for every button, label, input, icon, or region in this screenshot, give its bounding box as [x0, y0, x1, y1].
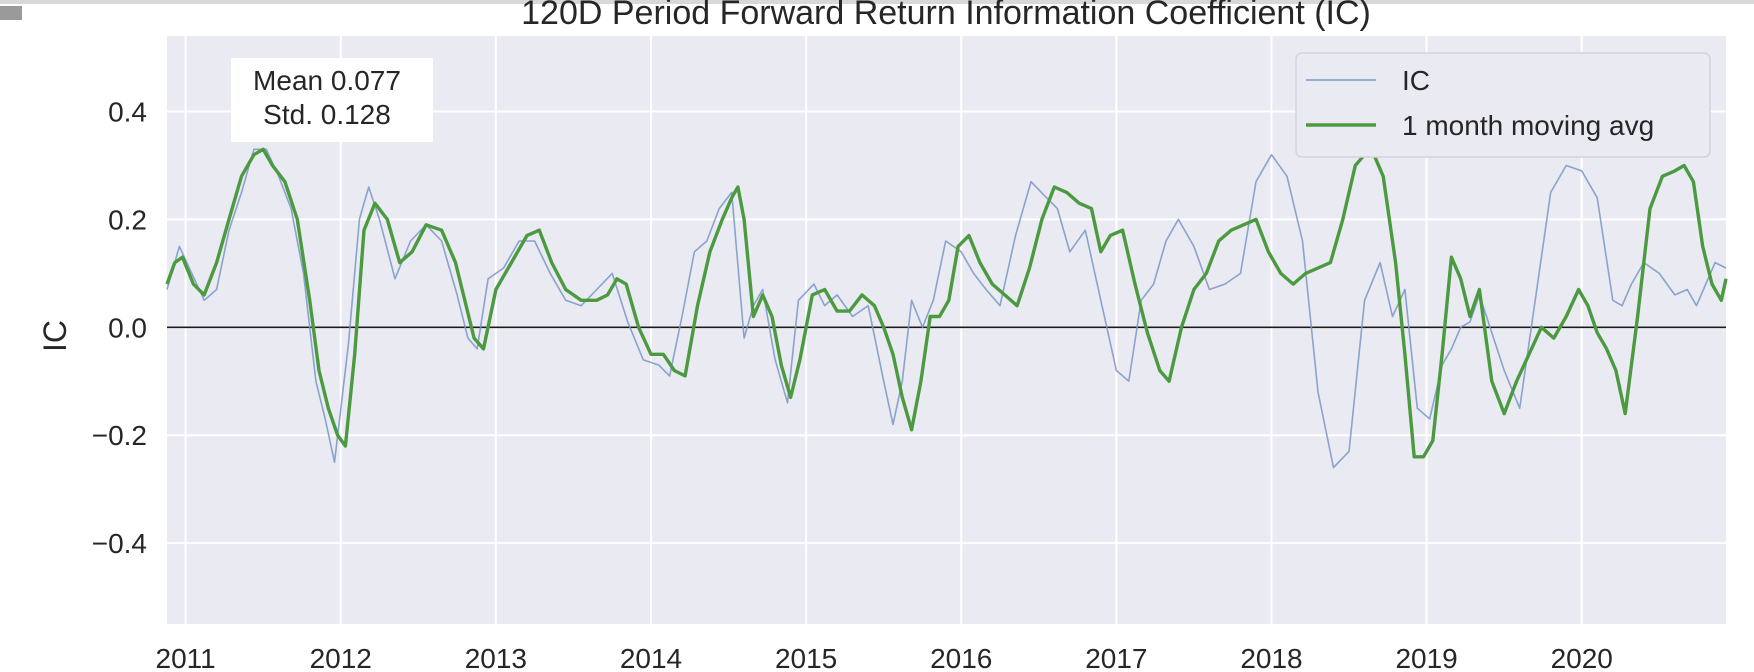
y-tick-label: −0.4: [92, 528, 147, 559]
x-tick-label: 2015: [775, 643, 837, 672]
mean-text: Mean 0.077: [253, 65, 401, 96]
window-corner-notch: [0, 6, 22, 20]
chart-title: 120D Period Forward Return Information C…: [521, 0, 1371, 32]
legend-frame: [1295, 52, 1711, 158]
y-tick-label: 0.0: [108, 312, 147, 343]
x-tick-label: 2017: [1085, 643, 1147, 672]
x-tick-label: 2020: [1551, 643, 1613, 672]
x-tick-label: 2013: [465, 643, 527, 672]
x-tick-label: 2019: [1395, 643, 1457, 672]
stats-box-background: [231, 58, 433, 142]
legend: IC 1 month moving avg: [1295, 52, 1711, 158]
x-tick-label: 2011: [156, 643, 216, 672]
x-tick-label: 2014: [620, 643, 682, 672]
legend-label-moving-avg: 1 month moving avg: [1402, 110, 1654, 141]
series-layer: [165, 147, 1728, 469]
x-tick-label: 2018: [1240, 643, 1302, 672]
x-tick-label: 2012: [310, 643, 372, 672]
y-axis-label: IC: [37, 320, 73, 352]
moving-avg-series-line: [165, 147, 1728, 459]
std-text: Std. 0.128: [263, 99, 391, 130]
x-tick-labels: 2011 2012 2013 2014 2015 2016 2017 2018 2019 2020: [156, 643, 1613, 672]
x-tick-label: 2016: [930, 643, 992, 672]
y-tick-label: 0.4: [108, 97, 147, 128]
stats-annotation: Mean 0.077 Std. 0.128: [231, 58, 433, 142]
window-top-edge: [0, 0, 1754, 4]
y-tick-label: −0.2: [92, 420, 147, 451]
legend-label-ic: IC: [1402, 65, 1430, 96]
ic-series-line: [166, 148, 1727, 469]
y-tick-label: 0.2: [108, 204, 147, 235]
y-tick-labels: −0.4 −0.2 0.0 0.2 0.4: [92, 97, 147, 560]
